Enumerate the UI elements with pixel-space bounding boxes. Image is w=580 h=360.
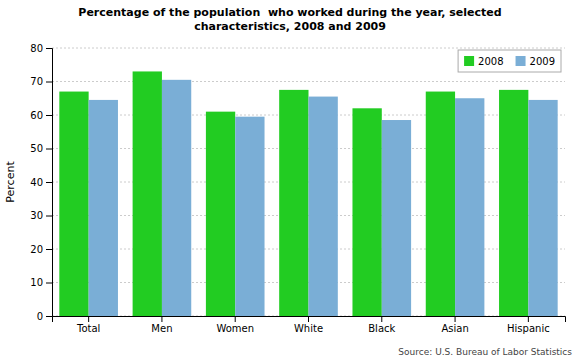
tick: Black (368, 316, 395, 334)
tick-label: Women (216, 323, 254, 334)
bar (455, 98, 484, 316)
bar (235, 117, 264, 316)
legend-swatch (464, 56, 474, 66)
tick-mark (46, 115, 52, 116)
legend-item: 2009 (516, 56, 555, 67)
legend-label: 2009 (530, 56, 555, 67)
y-axis: 0 10 20 30 40 50 60 70 80 (30, 43, 52, 322)
tick-label: White (294, 323, 323, 334)
tick: 20 (30, 244, 52, 255)
tick: 10 (30, 277, 52, 288)
legend-label: 2008 (478, 56, 503, 67)
axis-line (53, 317, 566, 323)
tick-mark (46, 249, 52, 250)
tick-mark (88, 316, 89, 322)
grid-line (52, 48, 565, 49)
tick: Total (76, 316, 100, 334)
tick-label: 20 (30, 244, 43, 255)
tick-mark (455, 316, 456, 322)
bar (499, 90, 528, 316)
tick-mark (46, 82, 52, 83)
tick-label: Total (76, 323, 100, 334)
y-axis-title: Percent (4, 161, 17, 203)
bar (426, 92, 455, 316)
tick: Hispanic (507, 316, 550, 334)
bar (133, 71, 162, 316)
tick-label: 80 (30, 43, 43, 54)
tick-mark (235, 316, 236, 322)
title-line: Percentage of the population who worked … (78, 6, 501, 19)
legend: 2008 2009 (458, 50, 561, 72)
tick-mark (46, 149, 52, 150)
tick: Men (151, 316, 172, 334)
tick-label: Hispanic (507, 323, 550, 334)
tick-label: 40 (30, 177, 43, 188)
tick-label: 60 (30, 110, 43, 121)
tick: 70 (30, 76, 52, 87)
grid (52, 48, 565, 316)
title: Percentage of the population who worked … (78, 6, 501, 33)
tick-mark (46, 283, 52, 284)
tick-mark (308, 316, 309, 322)
bars (59, 71, 557, 316)
grid-line (52, 81, 565, 82)
tick: 40 (30, 177, 52, 188)
tick: White (294, 316, 323, 334)
tick-label: Black (368, 323, 395, 334)
tick-label: 70 (30, 76, 43, 87)
bar (352, 108, 381, 316)
tick-label: 50 (30, 143, 43, 154)
series (59, 71, 528, 316)
tick: Women (216, 316, 254, 334)
bar (279, 90, 308, 316)
bar (382, 120, 411, 316)
annotation: Source: U.S. Bureau of Labor Statistics (398, 347, 572, 357)
tick-label: 30 (30, 210, 43, 221)
legend-swatch (516, 56, 526, 66)
tick-label: 10 (30, 277, 43, 288)
tick-mark (46, 216, 52, 217)
tick: 60 (30, 110, 52, 121)
tick-mark (161, 316, 162, 322)
tick-mark (46, 182, 52, 183)
tick: 30 (30, 210, 52, 221)
tick-label: Men (151, 323, 172, 334)
title-line: characteristics, 2008 and 2009 (194, 20, 386, 33)
plot: 0 10 20 30 40 50 60 70 80 Total Men Women White Black… (30, 43, 565, 334)
legend-frame (458, 50, 561, 72)
bar (309, 97, 338, 316)
x-axis: Total Men Women White Black Asian Hispanic (53, 316, 566, 334)
bar (206, 112, 235, 316)
tick-mark (381, 316, 382, 322)
tick: 50 (30, 143, 52, 154)
tick-label: 0 (37, 311, 43, 322)
tick-mark (46, 316, 52, 317)
tick: 80 (30, 43, 52, 54)
axis-line (46, 49, 53, 317)
chart: 0 10 20 30 40 50 60 70 80 Total Men Women White Black… (0, 0, 580, 360)
legend-item: 2008 (464, 56, 503, 67)
tick-mark (528, 316, 529, 322)
tick-label: Asian (441, 323, 468, 334)
bar (89, 100, 118, 316)
series (89, 80, 558, 316)
bar (162, 80, 191, 316)
tick: Asian (441, 316, 468, 334)
bar (528, 100, 557, 316)
bar (59, 92, 88, 316)
tick: 0 (37, 311, 52, 322)
tick-mark (46, 48, 52, 49)
